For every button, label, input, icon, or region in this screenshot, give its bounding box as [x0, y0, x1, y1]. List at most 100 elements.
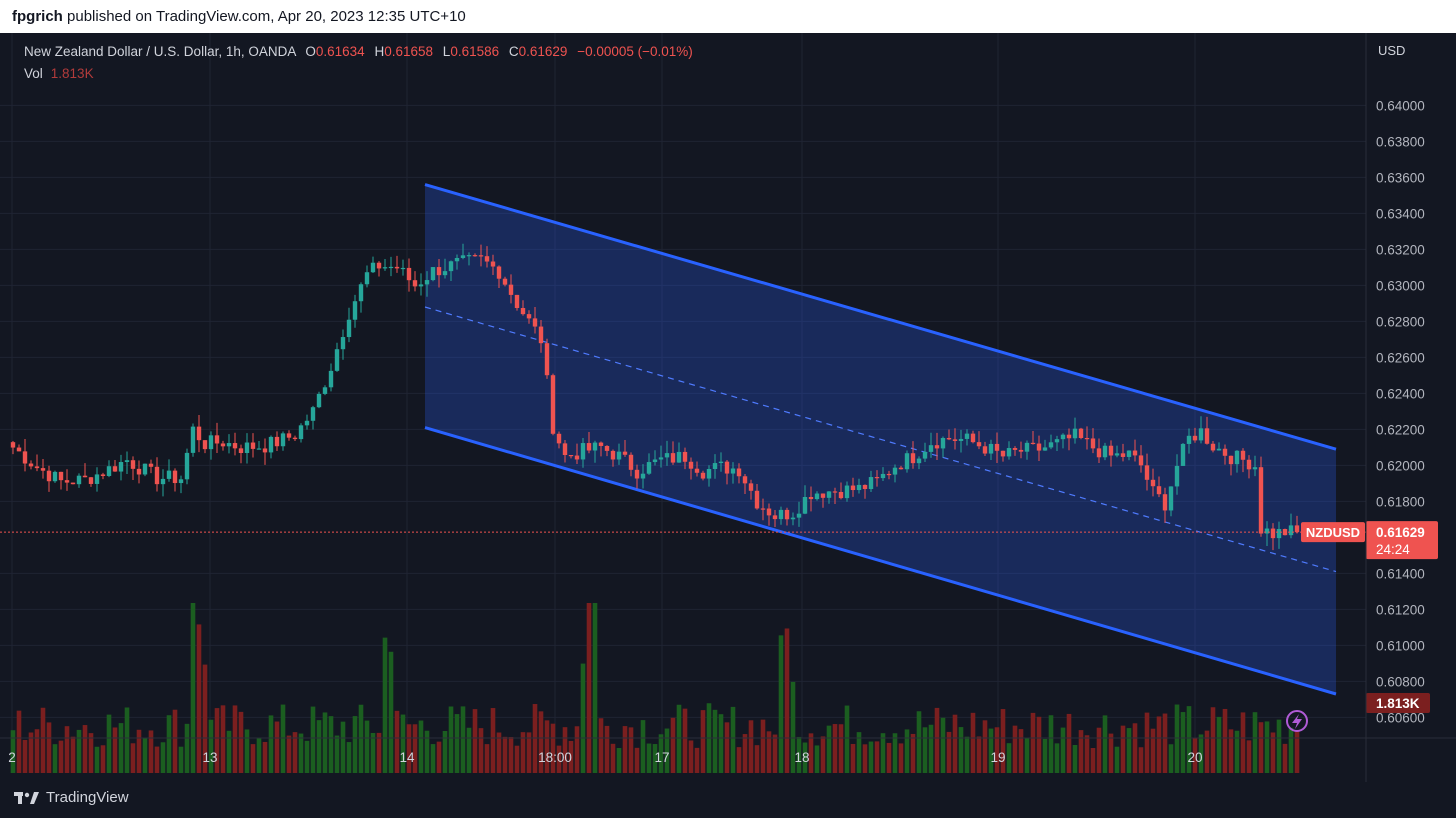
candle-body	[856, 484, 862, 491]
candle-body	[850, 485, 856, 491]
volume-bar	[808, 733, 814, 773]
volume-bar	[898, 743, 904, 773]
volume-bar	[1150, 728, 1156, 773]
volume-bar	[388, 651, 394, 773]
tradingview-brand[interactable]: TradingView	[14, 789, 129, 806]
volume-bar	[400, 714, 406, 773]
volume-bar	[772, 734, 778, 773]
volume-bar	[862, 744, 868, 773]
volume-bar	[154, 746, 160, 773]
volume-bar	[1078, 730, 1084, 773]
volume-bar	[640, 720, 646, 773]
candle-body	[946, 437, 952, 440]
volume-bar	[850, 743, 856, 773]
volume-bar	[598, 718, 604, 773]
candle-body	[1276, 529, 1282, 539]
volume-badge	[1366, 693, 1430, 713]
volume-bar	[1210, 707, 1216, 773]
volume-bar	[52, 744, 58, 773]
candle-body	[1204, 428, 1210, 444]
open-label: O	[305, 44, 316, 59]
chart-panel[interactable]: 0.64000 0.63800 0.63600 0.63400 0.63200 0.630…	[0, 33, 1456, 782]
candle-body	[676, 451, 682, 463]
candle-body	[34, 466, 40, 469]
candle-body	[922, 451, 928, 459]
time-tick-label: 19	[990, 750, 1005, 765]
price-tick-label: 0.62800	[1376, 314, 1425, 329]
volume-bar	[34, 729, 40, 773]
volume-bar	[1180, 712, 1186, 773]
candle-body	[718, 461, 724, 464]
volume-bar	[1162, 713, 1168, 773]
low-value: 0.61586	[450, 44, 500, 59]
candle-body	[220, 443, 226, 447]
candle-body	[58, 471, 64, 481]
volume-bar	[1036, 716, 1042, 773]
candle-body	[760, 508, 766, 510]
candle-body	[874, 477, 880, 479]
volume-bar	[1138, 747, 1144, 773]
candle-body	[814, 493, 820, 500]
candle-body	[76, 475, 82, 485]
candle-body	[724, 461, 730, 474]
candle-body	[190, 426, 196, 453]
volume-bar	[766, 731, 772, 773]
volume-bar	[868, 741, 874, 773]
candle-body	[202, 440, 208, 450]
candle-body	[1078, 428, 1084, 439]
price-chart[interactable]: 0.64000 0.63800 0.63600 0.63400 0.63200 0.630…	[0, 33, 1456, 782]
volume-bar	[1252, 712, 1258, 773]
candle-body	[658, 457, 664, 460]
volume-bar	[1204, 730, 1210, 773]
lightning-icon-bolt	[1292, 714, 1302, 729]
volume-bar	[1042, 738, 1048, 773]
volume-bar	[928, 724, 934, 773]
candle-body	[274, 436, 280, 447]
price-tick-label: 0.62000	[1376, 458, 1425, 473]
candle-body	[226, 443, 232, 447]
volume-bar	[1072, 744, 1078, 773]
volume-bar	[514, 745, 520, 773]
candle-body	[334, 349, 340, 371]
candle-body	[442, 271, 448, 276]
candle-body	[106, 466, 112, 476]
volume-bar	[1060, 727, 1066, 773]
candle-body	[964, 433, 970, 439]
volume-bar	[1168, 744, 1174, 773]
volume-bar	[142, 737, 148, 773]
volume-bar	[406, 724, 412, 773]
volume-bar	[580, 663, 586, 773]
candle-body	[1246, 459, 1252, 470]
price-tick-label: 0.63400	[1376, 206, 1425, 221]
volume-bar	[226, 730, 232, 773]
candle-body	[88, 477, 94, 484]
volume-bar	[952, 714, 958, 773]
candle-body	[1000, 450, 1006, 457]
price-tick-label: 0.61000	[1376, 638, 1425, 653]
time-tick-label: 18	[794, 750, 809, 765]
candle-body	[664, 453, 670, 458]
candle-body	[838, 491, 844, 499]
price-tick-label: 0.60800	[1376, 674, 1425, 689]
volume-bar	[784, 628, 790, 773]
volume-bar	[748, 720, 754, 773]
last-price-badge	[1366, 521, 1438, 560]
volume-bar	[244, 729, 250, 773]
volume-bar	[328, 716, 334, 773]
candle-body	[1294, 525, 1300, 533]
volume-bar	[1276, 719, 1282, 773]
candle-body	[1114, 453, 1120, 456]
candle-body	[784, 509, 790, 520]
candle-body	[952, 439, 958, 441]
volume-bar	[568, 740, 574, 773]
volume-bar	[670, 717, 676, 773]
volume-bar	[382, 637, 388, 773]
volume-bar	[1270, 732, 1276, 773]
volume-bar	[1186, 706, 1192, 773]
candle-body	[82, 475, 88, 478]
volume-bar	[508, 737, 514, 773]
volume-bar	[1090, 747, 1096, 773]
volume-bar	[298, 733, 304, 773]
volume-bar	[604, 725, 610, 773]
volume-bar	[238, 711, 244, 773]
